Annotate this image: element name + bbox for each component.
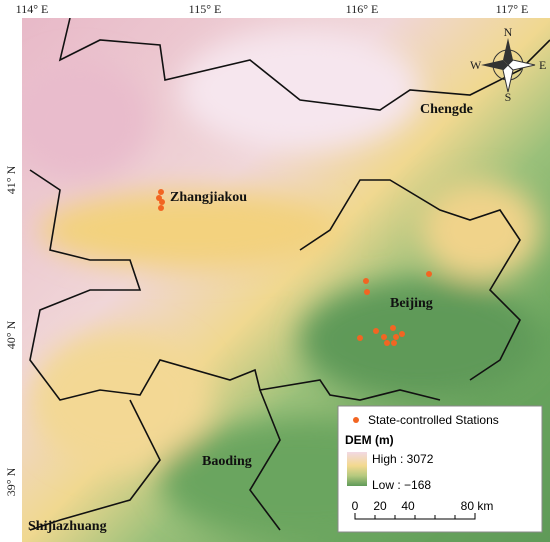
scale-label: 80 km — [461, 499, 494, 513]
station — [381, 334, 387, 340]
station — [158, 189, 164, 195]
station — [390, 325, 396, 331]
compass-label: W — [470, 58, 482, 72]
scale-label: 40 — [401, 499, 415, 513]
compass: N S E W — [470, 25, 546, 104]
lon-label: 115° E — [189, 2, 222, 16]
legend-label: Low : −168 — [372, 478, 431, 492]
borders — [29, 17, 550, 531]
scale-label: 20 — [373, 499, 387, 513]
compass-label: S — [505, 90, 512, 104]
lon-label: 116° E — [346, 2, 379, 16]
station — [364, 289, 370, 295]
lat-label: 40° N — [4, 320, 18, 349]
place-label: Beijing — [390, 296, 433, 311]
scale-label: 0 — [352, 499, 359, 513]
place-label: Baoding — [202, 454, 252, 469]
lat-label: 39° N — [4, 467, 18, 496]
station — [357, 335, 363, 341]
station — [399, 331, 405, 337]
station — [426, 271, 432, 277]
lat-label: 41° N — [4, 165, 18, 194]
station — [363, 278, 369, 284]
station — [373, 328, 379, 334]
place-label: Shijiazhuang — [28, 519, 107, 534]
terrain — [10, 18, 550, 542]
legend: State-controlled Stations DEM (m) High :… — [337, 405, 543, 533]
legend-label: State-controlled Stations — [368, 413, 499, 427]
legend-title: DEM (m) — [345, 433, 394, 447]
place-label: Zhangjiakou — [170, 190, 247, 205]
station — [384, 340, 390, 346]
station — [393, 334, 399, 340]
compass-label: E — [539, 58, 546, 72]
place-label: Chengde — [420, 102, 473, 117]
compass-label: N — [504, 25, 513, 39]
station — [391, 340, 397, 346]
stations — [156, 189, 432, 346]
lon-label: 117° E — [496, 2, 529, 16]
station — [159, 199, 165, 205]
lon-label: 114° E — [16, 2, 49, 16]
legend-label: High : 3072 — [372, 452, 434, 466]
station — [158, 205, 164, 211]
